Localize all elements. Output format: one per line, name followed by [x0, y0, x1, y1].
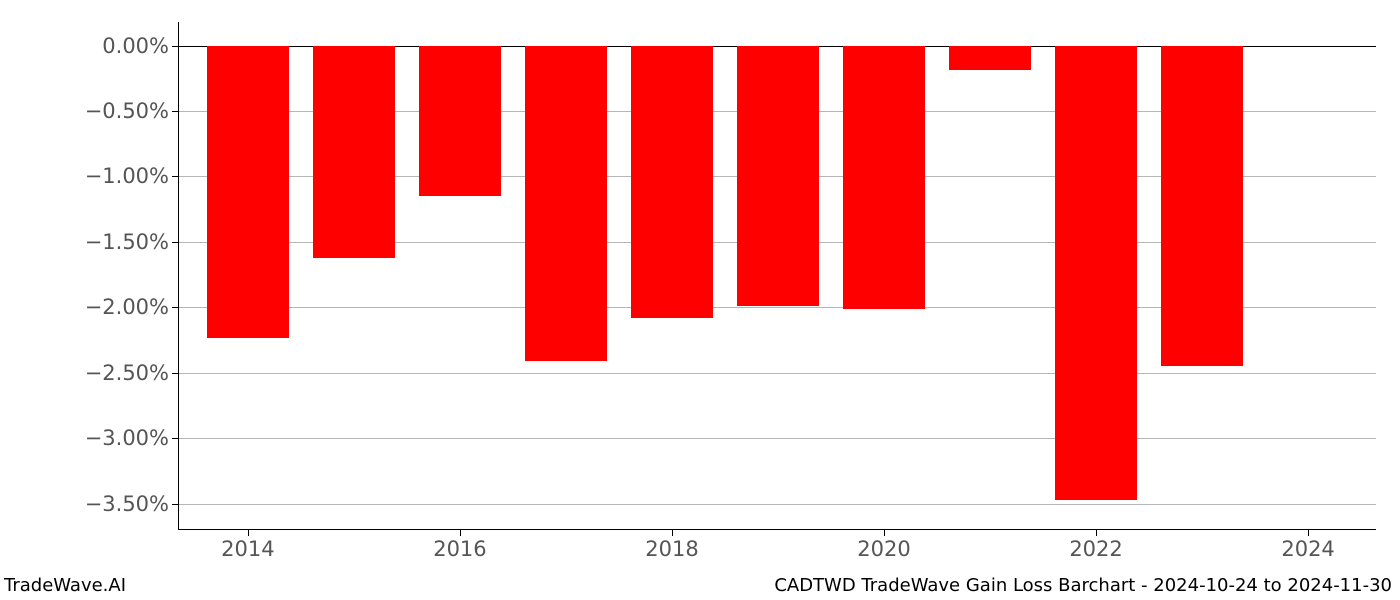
- y-tick-label: −2.00%: [85, 295, 179, 319]
- bar-2020: [843, 46, 926, 309]
- bar-2022: [1055, 46, 1138, 500]
- y-tick-label: −1.00%: [85, 164, 179, 188]
- x-tick-label: 2022: [1069, 529, 1122, 561]
- x-tick-label: 2024: [1281, 529, 1334, 561]
- y-tick-label: 0.00%: [102, 34, 179, 58]
- footer-left-text: TradeWave.AI: [4, 575, 126, 596]
- footer-right-text: CADTWD TradeWave Gain Loss Barchart - 20…: [774, 575, 1392, 596]
- grid-line: [179, 373, 1376, 374]
- x-tick-label: 2018: [645, 529, 698, 561]
- x-tick-label: 2016: [433, 529, 486, 561]
- bar-2015: [313, 46, 396, 258]
- y-tick-label: −3.00%: [85, 426, 179, 450]
- bar-2019: [737, 46, 820, 307]
- y-tick-label: −2.50%: [85, 361, 179, 385]
- x-tick-label: 2020: [857, 529, 910, 561]
- bar-2014: [207, 46, 290, 338]
- footer-left-credit: TradeWave.AI: [4, 575, 126, 596]
- bar-2021: [949, 46, 1032, 71]
- bar-2023: [1161, 46, 1244, 367]
- bar-2016: [419, 46, 502, 197]
- x-tick-label: 2014: [221, 529, 274, 561]
- bar-2017: [525, 46, 608, 362]
- y-tick-label: −1.50%: [85, 230, 179, 254]
- footer-right-caption: CADTWD TradeWave Gain Loss Barchart - 20…: [774, 575, 1392, 596]
- bar-2018: [631, 46, 714, 318]
- y-tick-label: −0.50%: [85, 99, 179, 123]
- grid-line: [179, 504, 1376, 505]
- y-tick-label: −3.50%: [85, 492, 179, 516]
- chart-plot-area: 0.00%−0.50%−1.00%−1.50%−2.00%−2.50%−3.00…: [178, 22, 1376, 530]
- grid-line: [179, 438, 1376, 439]
